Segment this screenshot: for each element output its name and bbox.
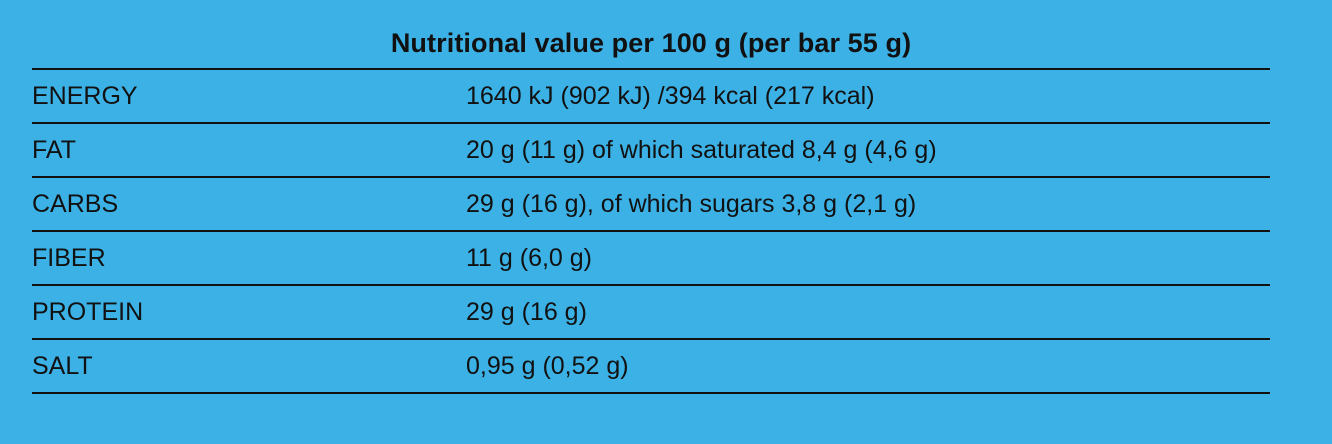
row-value-fiber: 11 g (6,0 g) (466, 243, 593, 272)
row-label-fat: FAT (32, 135, 76, 164)
nutrition-table: Nutritional value per 100 g (per bar 55 … (32, 0, 1270, 394)
table-row-salt: SALT 0,95 g (0,52 g) (32, 340, 1270, 394)
row-value-carbs: 29 g (16 g), of which sugars 3,8 g (2,1 … (466, 189, 917, 218)
row-label-fiber: FIBER (32, 243, 106, 272)
row-label-energy: ENERGY (32, 81, 138, 110)
row-value-protein: 29 g (16 g) (466, 297, 587, 326)
row-label-protein: PROTEIN (32, 297, 144, 326)
table-row-fat: FAT 20 g (11 g) of which saturated 8,4 g… (32, 124, 1270, 178)
table-row-carbs: CARBS 29 g (16 g), of which sugars 3,8 g… (32, 178, 1270, 232)
table-row-energy: ENERGY 1640 kJ (902 kJ) /394 kcal (217 k… (32, 70, 1270, 124)
row-label-salt: SALT (32, 351, 93, 380)
row-value-fat: 20 g (11 g) of which saturated 8,4 g (4,… (466, 135, 937, 164)
table-row-fiber: FIBER 11 g (6,0 g) (32, 232, 1270, 286)
table-title: Nutritional value per 100 g (per bar 55 … (32, 0, 1270, 70)
row-label-carbs: CARBS (32, 189, 119, 218)
row-value-energy: 1640 kJ (902 kJ) /394 kcal (217 kcal) (466, 81, 875, 110)
row-value-salt: 0,95 g (0,52 g) (466, 351, 629, 380)
table-row-protein: PROTEIN 29 g (16 g) (32, 286, 1270, 340)
